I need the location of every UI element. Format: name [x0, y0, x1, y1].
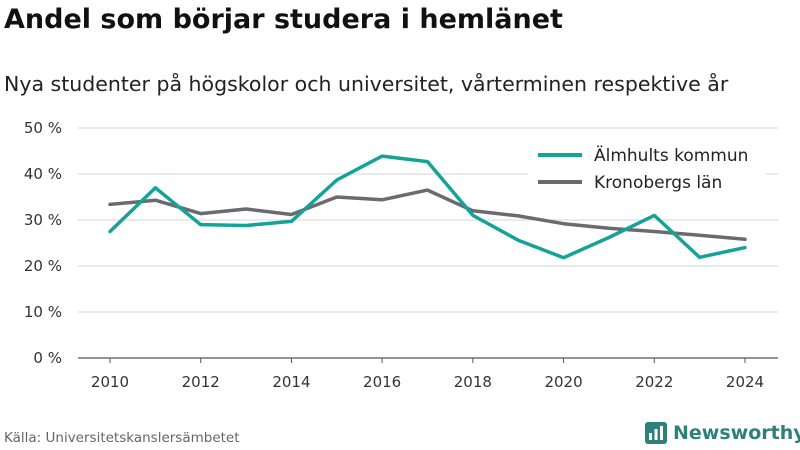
x-tick-label: 2024 — [726, 373, 764, 391]
y-tick-label: 30 % — [24, 211, 62, 229]
legend-label: Kronobergs län — [594, 173, 722, 193]
chart-subtitle: Nya studenter på högskolor och universit… — [4, 72, 729, 96]
series-line-kronobergs-l-n — [108, 188, 747, 242]
brand-logo[interactable]: Newsworthy — [645, 420, 800, 446]
x-tick-label: 2014 — [272, 373, 310, 391]
source-note: Källa: Universitetskanslersämbetet — [4, 430, 240, 446]
newsworthy-logo-icon — [645, 422, 667, 444]
y-tick-label: 10 % — [24, 303, 62, 321]
series-line--lmhults-kommun — [108, 154, 747, 260]
x-tick-label: 2016 — [363, 373, 401, 391]
legend-background — [528, 138, 766, 200]
y-tick-label: 40 % — [24, 165, 62, 183]
x-tick-label: 2018 — [454, 373, 492, 391]
y-tick-label: 50 % — [24, 119, 62, 137]
y-tick-label: 0 % — [33, 349, 62, 367]
x-tick-label: 2012 — [182, 373, 220, 391]
legend-label: Älmhults kommun — [594, 145, 748, 166]
chart-title: Andel som börjar studera i hemlänet — [4, 4, 563, 35]
y-tick-label: 20 % — [24, 257, 62, 275]
x-tick-label: 2022 — [635, 373, 673, 391]
x-tick-label: 2020 — [544, 373, 582, 391]
x-tick-label: 2010 — [91, 373, 129, 391]
brand-name: Newsworthy — [673, 422, 800, 444]
